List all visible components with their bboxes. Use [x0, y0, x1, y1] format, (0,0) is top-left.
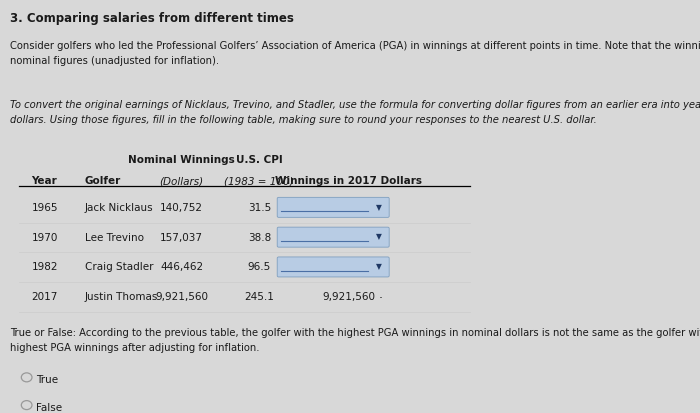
Text: 2017: 2017	[32, 292, 58, 301]
Text: 140,752: 140,752	[160, 202, 203, 212]
Text: 31.5: 31.5	[248, 202, 271, 212]
Text: Jack Nicklaus: Jack Nicklaus	[85, 202, 153, 212]
Text: 157,037: 157,037	[160, 232, 203, 242]
Text: True or False: According to the previous table, the golfer with the highest PGA : True or False: According to the previous…	[10, 328, 700, 352]
FancyBboxPatch shape	[277, 257, 389, 277]
Text: (Dollars): (Dollars)	[160, 176, 204, 186]
Text: ▼: ▼	[376, 232, 382, 241]
Text: Consider golfers who led the Professional Golfers’ Association of America (PGA) : Consider golfers who led the Professiona…	[10, 41, 700, 65]
Text: 9,921,560: 9,921,560	[323, 292, 375, 301]
Text: ·: ·	[379, 292, 382, 304]
Text: ▼: ▼	[376, 202, 382, 211]
Text: Winnings in 2017 Dollars: Winnings in 2017 Dollars	[275, 176, 422, 186]
Text: False: False	[36, 402, 62, 412]
Text: Craig Stadler: Craig Stadler	[85, 262, 153, 272]
Text: U.S. CPI: U.S. CPI	[236, 155, 283, 165]
Text: Justin Thomas: Justin Thomas	[85, 292, 158, 301]
Text: Year: Year	[32, 176, 57, 186]
Text: 1982: 1982	[32, 262, 58, 272]
Text: 38.8: 38.8	[248, 232, 271, 242]
Text: 96.5: 96.5	[248, 262, 271, 272]
Text: 1965: 1965	[32, 202, 58, 212]
Text: 3. Comparing salaries from different times: 3. Comparing salaries from different tim…	[10, 12, 293, 25]
FancyBboxPatch shape	[277, 198, 389, 218]
Text: 1970: 1970	[32, 232, 58, 242]
Text: (1983 = 100): (1983 = 100)	[225, 176, 294, 186]
Text: Golfer: Golfer	[85, 176, 121, 186]
Text: 446,462: 446,462	[160, 262, 203, 272]
Text: Lee Trevino: Lee Trevino	[85, 232, 144, 242]
Text: To convert the original earnings of Nicklaus, Trevino, and Stadler, use the form: To convert the original earnings of Nick…	[10, 100, 700, 124]
FancyBboxPatch shape	[277, 228, 389, 247]
Text: Nominal Winnings: Nominal Winnings	[128, 155, 235, 165]
Text: True: True	[36, 374, 59, 384]
Text: 9,921,560: 9,921,560	[155, 292, 208, 301]
Text: ▼: ▼	[376, 261, 382, 271]
Text: 245.1: 245.1	[244, 292, 274, 301]
